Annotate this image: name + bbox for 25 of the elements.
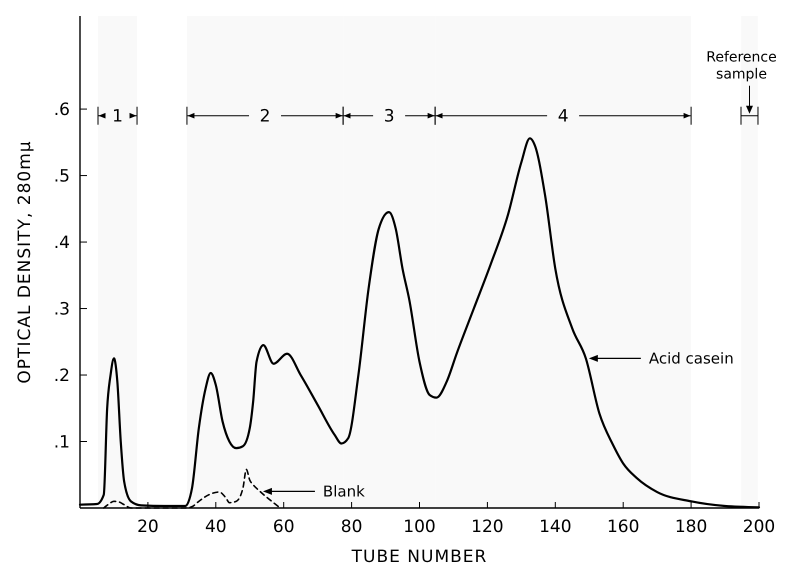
x-tick-label: 140 (539, 517, 572, 537)
band-label: 1 (112, 106, 123, 127)
y-tick-label: .6 (54, 100, 70, 120)
x-tick-label: 180 (674, 517, 708, 537)
band-label: Reference sample (706, 50, 777, 83)
band-label: 2 (260, 106, 270, 127)
y-tick-label: .1 (54, 432, 70, 453)
y-tick-label: .5 (54, 166, 70, 187)
x-tick-label: 120 (471, 517, 504, 537)
annotation: Acid casein (648, 349, 734, 368)
band-label: 3 (384, 106, 395, 127)
y-tick-label: .2 (54, 366, 70, 386)
y-tick-label: .3 (54, 300, 70, 320)
band-label: 4 (558, 106, 569, 127)
x-tick-label: 80 (340, 517, 362, 537)
x-axis-title: TUBE NUMBER (350, 547, 488, 567)
x-tick-label: 100 (403, 517, 436, 537)
x-tick-label: 200 (742, 517, 776, 537)
x-tick-label: 20 (137, 517, 159, 537)
annotation: Blank (322, 482, 366, 500)
x-tick-label: 40 (204, 517, 227, 537)
x-tick-label: 60 (272, 517, 295, 537)
y-tick-label: .4 (54, 233, 70, 254)
y-axis-title: OPTICAL DENSITY, 280mμ (15, 140, 35, 384)
x-tick-label: 160 (606, 517, 640, 537)
